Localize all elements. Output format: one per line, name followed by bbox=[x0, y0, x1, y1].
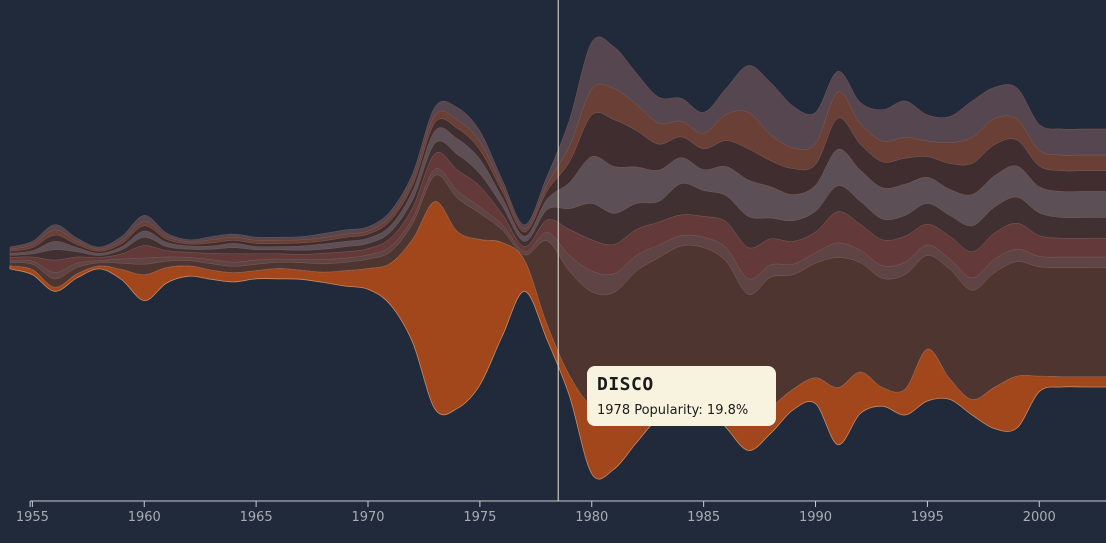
x-axis-tick-label: 1995 bbox=[911, 510, 944, 525]
x-axis-tick-label: 1985 bbox=[687, 510, 720, 525]
x-axis-tick-label: 1990 bbox=[799, 510, 832, 525]
x-axis-tick-label: 1955 bbox=[16, 510, 49, 525]
x-axis: 1955 1960 1965 1970 1975 1980 1985 1990 1995 2000 bbox=[16, 500, 1106, 525]
tooltip-genre-name: DISCO bbox=[597, 374, 654, 395]
hover-tooltip: DISCO 1978 Popularity: 19.8% bbox=[587, 366, 776, 426]
x-axis-tick-label: 2000 bbox=[1023, 510, 1056, 525]
x-axis-tick-label: 1980 bbox=[575, 510, 608, 525]
tooltip-popularity-text: 1978 Popularity: 19.8% bbox=[597, 403, 749, 418]
x-axis-tick-label: 1975 bbox=[463, 510, 496, 525]
x-axis-tick-label: 1965 bbox=[240, 510, 273, 525]
stream-layer[interactable] bbox=[9, 36, 1106, 250]
x-axis-tick-label: 1970 bbox=[351, 510, 384, 525]
x-axis-tick-label: 1960 bbox=[128, 510, 161, 525]
